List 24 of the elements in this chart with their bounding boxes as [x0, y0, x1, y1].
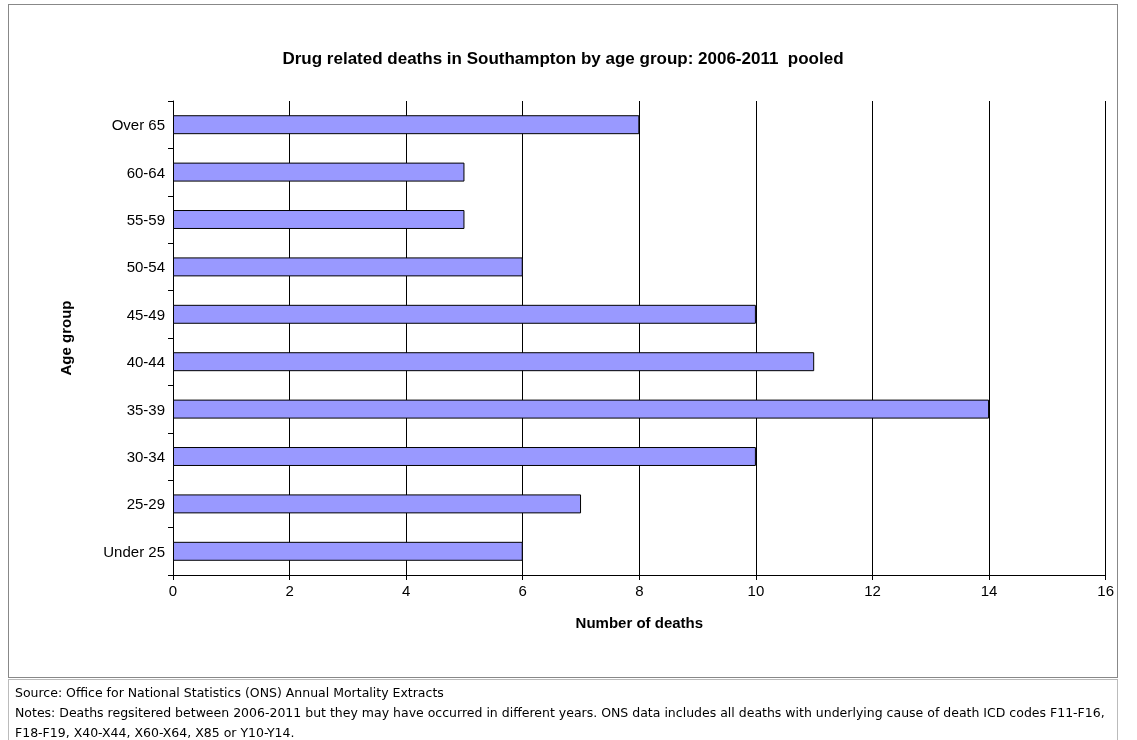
y-tick-label: 50-54 [126, 258, 165, 276]
chart-title: Drug related deaths in Southampton by age group: 2006-2011 pooled [282, 49, 844, 68]
y-axis-title: Age group [57, 300, 74, 376]
x-tick-label: 4 [401, 582, 411, 599]
source-note: Source: Office for National Statistics (ONS) Annual Mortality Extracts [15, 684, 445, 702]
y-tick-label: 30-34 [126, 448, 165, 465]
text: Notes: Deaths regsitered between 2006-2011 but they may have occurred in different years. ONS data includes all deaths with underlying cause of death ICD codes F11-F16, F18-F19, X40-X44, X60-X64, X85 or Y10-Y14. [15, 704, 1106, 740]
y-tick-label: 45-49 [126, 305, 165, 323]
y-tick-label: 35-39 [126, 400, 165, 418]
y-tick-label: Under 25 [103, 542, 165, 560]
x-tick-label: 2 [285, 582, 294, 599]
x-tick-label: 10 [747, 582, 765, 599]
x-axis-title: Number of deaths [575, 614, 704, 631]
x-tick-label: 8 [635, 582, 644, 599]
x-tick-label: 0 [168, 582, 178, 599]
x-tick-label: 16 [1097, 582, 1114, 599]
x-tick-label: 12 [864, 582, 881, 599]
y-tick-label: 60-64 [126, 163, 165, 181]
y-tick-label: 55-59 [126, 211, 165, 228]
y-tick-label: 25-29 [126, 495, 165, 513]
x-tick-label: 14 [980, 582, 998, 599]
y-tick-label: Over 65 [111, 116, 165, 134]
y-tick-label: 40-44 [126, 353, 165, 371]
x-tick-label: 6 [518, 582, 527, 599]
